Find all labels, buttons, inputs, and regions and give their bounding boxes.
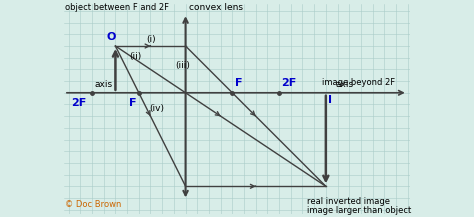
Text: O: O: [107, 32, 117, 42]
Text: (iii): (iii): [175, 61, 190, 71]
Text: (ii): (ii): [129, 52, 142, 61]
Text: I: I: [328, 95, 332, 105]
Text: 2F: 2F: [71, 98, 87, 108]
Text: object between F and 2F: object between F and 2F: [65, 3, 169, 12]
Text: F: F: [129, 98, 137, 108]
Text: © Doc Brown: © Doc Brown: [65, 200, 121, 209]
Text: axis: axis: [94, 80, 112, 89]
Text: image beyond 2F: image beyond 2F: [322, 78, 395, 87]
Text: (iv): (iv): [149, 104, 164, 113]
Text: image larger than object: image larger than object: [307, 206, 411, 215]
Text: axis: axis: [335, 80, 353, 89]
Text: real inverted image: real inverted image: [307, 197, 390, 206]
Text: (i): (i): [146, 35, 155, 44]
Text: convex lens: convex lens: [189, 3, 243, 12]
Text: F: F: [235, 78, 242, 88]
Text: 2F: 2F: [282, 78, 297, 88]
